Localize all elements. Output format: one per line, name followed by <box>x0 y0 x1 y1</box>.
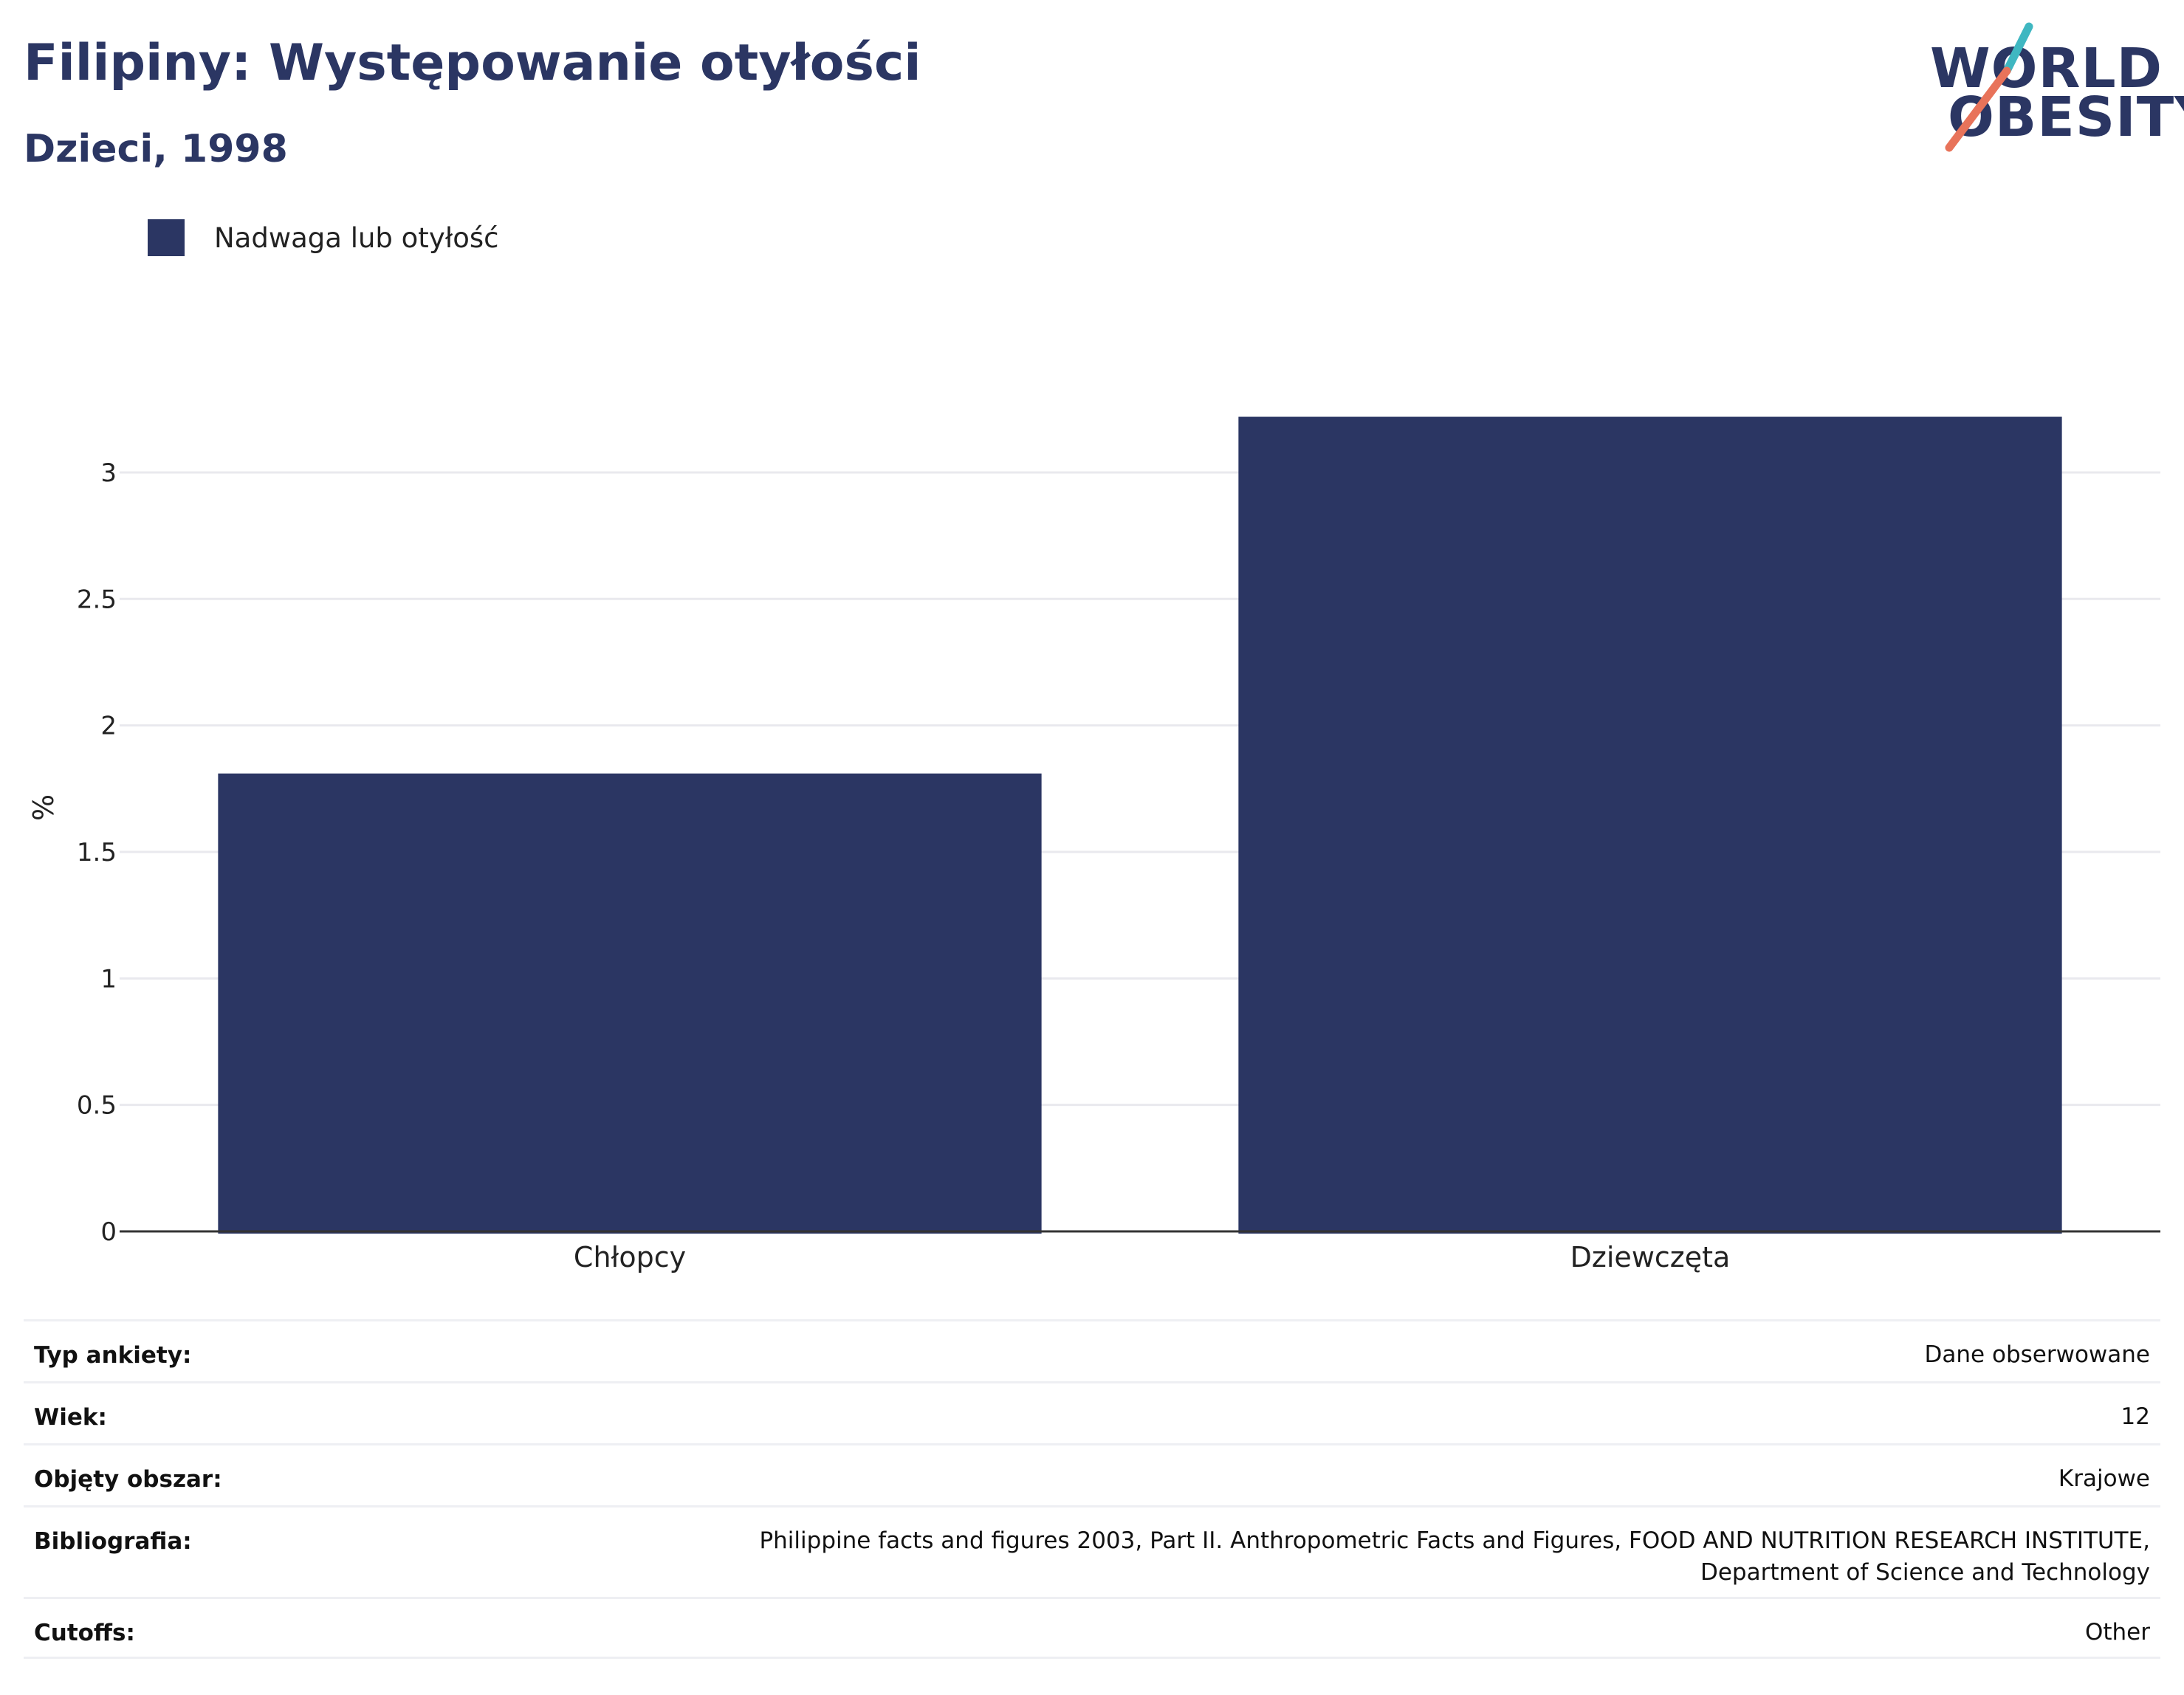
legend: Nadwaga lub otyłość <box>148 219 498 256</box>
x-category-label: Dziewczęta <box>1570 1241 1731 1273</box>
info-value: 12 <box>2121 1403 2150 1430</box>
y-tick-labels: 0 0.5 1 1.5 2 2.5 3 <box>77 458 117 1247</box>
bar-boys <box>218 773 1042 1234</box>
info-row-survey-type: Typ ankiety: Dane obserwowane <box>24 1319 2160 1381</box>
chart-subtitle: Dzieci, 1998 <box>24 127 288 171</box>
bar-chart: 0 0.5 1 1.5 2 2.5 3 Chłopcy Dziewczęta % <box>27 416 2160 1273</box>
info-row-bibliography: Bibliografia: Philippine facts and figur… <box>24 1505 2160 1597</box>
y-tick-label: 3 <box>100 458 117 488</box>
info-value: Other <box>2084 1619 2150 1646</box>
y-tick-label: 2 <box>100 712 117 741</box>
info-value: Philippine facts and figures 2003, Part … <box>759 1507 2150 1589</box>
chart-title: Filipiny: Występowanie otyłości <box>24 34 921 92</box>
info-value: Dane obserwowane <box>1924 1341 2150 1368</box>
info-key: Wiek: <box>34 1404 107 1431</box>
info-key: Objęty obszar: <box>34 1466 222 1493</box>
info-key: Bibliografia: <box>34 1528 192 1555</box>
legend-label: Nadwaga lub otyłość <box>214 221 499 254</box>
info-row-coverage: Objęty obszar: Krajowe <box>24 1443 2160 1505</box>
info-key: Typ ankiety: <box>34 1342 192 1369</box>
bar-girls <box>1238 416 2062 1234</box>
bibliography-line-1: Philippine facts and figures 2003, Part … <box>759 1527 2150 1554</box>
logo-slash-icon <box>1945 22 2033 152</box>
info-key: Cutoffs: <box>34 1620 135 1646</box>
world-obesity-logo: WORLD OBESITY <box>1920 22 2184 155</box>
y-tick-label: 0.5 <box>77 1091 117 1121</box>
bars <box>218 416 2062 1234</box>
info-row-cutoffs: Cutoffs: Other <box>24 1597 2160 1659</box>
y-tick-label: 1 <box>100 964 117 994</box>
x-category-labels: Chłopcy Dziewczęta <box>574 1241 1730 1273</box>
info-table: Typ ankiety: Dane obserwowane Wiek: 12 O… <box>24 1319 2160 1659</box>
x-category-label: Chłopcy <box>574 1241 686 1273</box>
y-tick-label: 2.5 <box>77 585 117 614</box>
y-axis-title: % <box>27 794 60 821</box>
info-row-age: Wiek: 12 <box>24 1381 2160 1443</box>
legend-swatch <box>148 219 185 256</box>
info-value: Krajowe <box>2058 1465 2150 1492</box>
bibliography-line-2: Department of Science and Technology <box>1700 1559 2150 1586</box>
y-tick-label: 1.5 <box>77 838 117 867</box>
logo-line-1: WORLD <box>1930 37 2163 100</box>
y-tick-label: 0 <box>100 1217 117 1247</box>
